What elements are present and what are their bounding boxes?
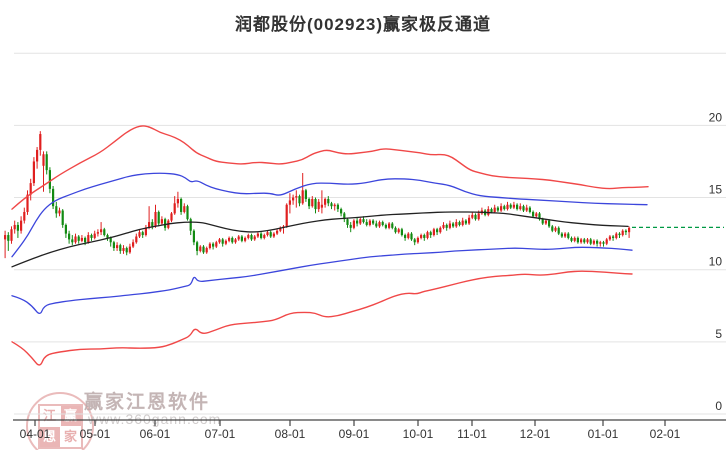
lower-outer-red-band — [11, 270, 633, 366]
middle-black-line — [11, 211, 629, 268]
svg-text:5: 5 — [715, 327, 722, 341]
svg-text:10-01: 10-01 — [403, 427, 434, 441]
svg-text:0: 0 — [715, 399, 722, 413]
watermark-stamp-char: 家 — [60, 426, 81, 447]
watermark-stamp: 江 赢 恩 家 — [26, 392, 94, 450]
svg-text:10: 10 — [709, 255, 723, 269]
upper-inner-blue-band — [11, 172, 648, 258]
y-axis-labels: 20 15 10 5 0 — [709, 110, 723, 413]
svg-text:15: 15 — [709, 183, 723, 197]
upper-outer-red-band — [11, 125, 649, 210]
svg-text:12-01: 12-01 — [520, 427, 551, 441]
watermark-stamp-grid: 江 赢 恩 家 — [37, 403, 83, 449]
svg-text:06-01: 06-01 — [140, 427, 171, 441]
svg-text:11-01: 11-01 — [457, 427, 487, 441]
svg-text:20: 20 — [709, 110, 723, 124]
gridlines — [14, 52, 726, 415]
x-axis: 04-01 05-01 06-01 07-01 08-01 09-01 10-01 11-01… — [13, 419, 726, 441]
lower-inner-blue-band — [11, 246, 633, 314]
chart-title: 润都股份(002923)赢家极反通道 — [234, 15, 492, 34]
svg-text:04-01: 04-01 — [20, 427, 51, 441]
watermark-brand-text: 赢家江恩软件 — [84, 392, 211, 413]
watermark-site-url: www.360gann.com — [88, 411, 222, 427]
svg-text:07-01: 07-01 — [205, 427, 236, 441]
watermark-stamp-char: 恩 — [39, 426, 60, 447]
candlestick-series — [4, 131, 631, 259]
svg-text:08-01: 08-01 — [275, 427, 306, 441]
svg-text:01-01: 01-01 — [588, 427, 619, 441]
svg-text:05-01: 05-01 — [80, 427, 111, 441]
svg-text:02-01: 02-01 — [650, 427, 681, 441]
svg-text:09-01: 09-01 — [339, 427, 370, 441]
